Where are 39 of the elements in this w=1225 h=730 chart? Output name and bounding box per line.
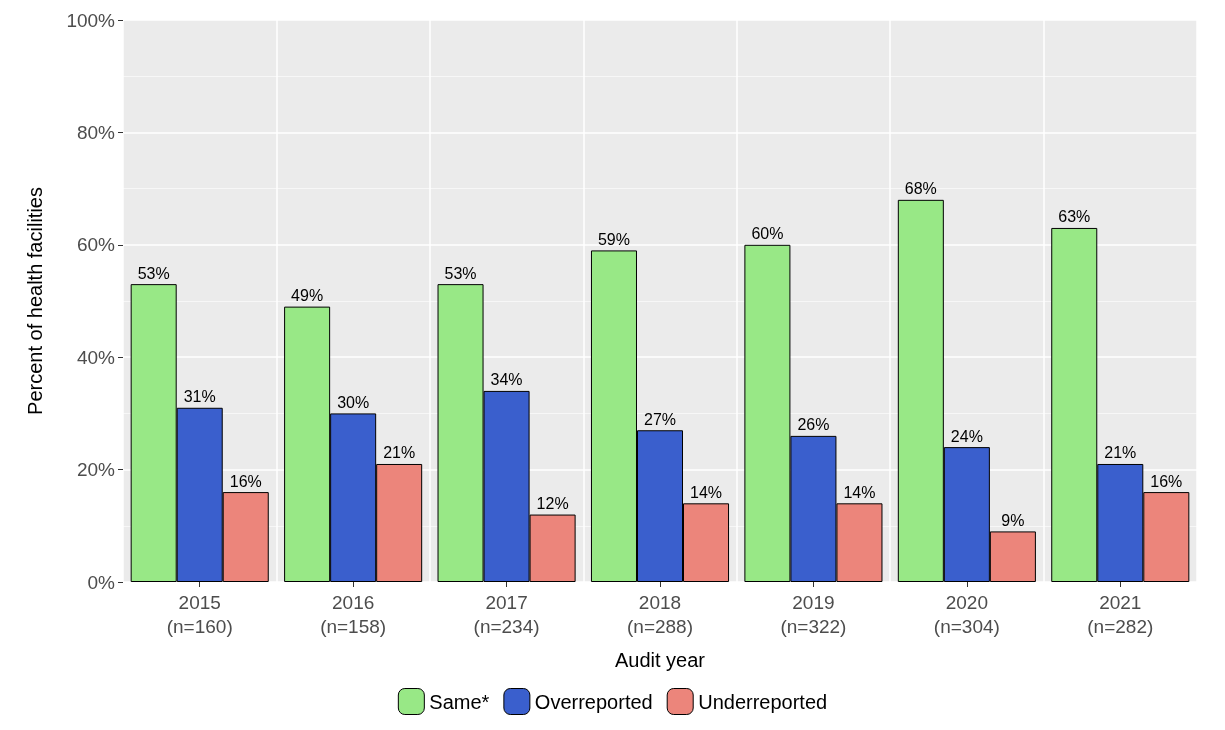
data-label: 14%	[690, 483, 723, 501]
data-label: 34%	[490, 371, 523, 389]
legend-label: Underreported	[698, 690, 828, 713]
x-tick-label: 2020 (n=304)	[933, 591, 1000, 637]
data-label: 31%	[183, 388, 216, 406]
data-label: 59%	[597, 230, 630, 248]
y-tick-label: 20%	[76, 459, 116, 481]
data-label: 63%	[1058, 208, 1091, 226]
data-label: 16%	[1150, 472, 1183, 490]
data-label: 49%	[291, 287, 324, 305]
x-tick-label: 2017 (n=234)	[473, 591, 540, 637]
y-tick-label: 100%	[66, 9, 116, 31]
y-tick-label: 0%	[87, 571, 116, 593]
data-label: 53%	[137, 264, 170, 282]
data-label: 14%	[843, 483, 876, 501]
data-label: 26%	[797, 416, 830, 434]
y-tick-label: 80%	[76, 121, 116, 143]
data-label: 60%	[751, 225, 784, 243]
y-tick-label: 40%	[76, 346, 116, 368]
x-tick-label: 2018 (n=288)	[626, 591, 694, 637]
x-tick-label: 2016 (n=158)	[320, 591, 387, 637]
data-label: 16%	[229, 472, 262, 490]
data-label: 68%	[904, 180, 937, 198]
data-label: 24%	[950, 427, 983, 445]
y-tick-label: 60%	[76, 234, 116, 256]
data-label: 21%	[383, 444, 416, 462]
y-axis-title: Percent of health facilities	[24, 187, 46, 415]
data-label: 30%	[337, 393, 370, 411]
x-tick-label: 2019 (n=322)	[780, 591, 847, 637]
data-label: 27%	[643, 410, 677, 428]
x-axis-title: Audit year	[614, 649, 706, 671]
data-label: 21%	[1104, 444, 1137, 462]
x-tick-label: 2021 (n=282)	[1087, 591, 1154, 637]
data-label: 53%	[444, 264, 477, 282]
legend-label: Same*	[429, 690, 490, 713]
data-label: 9%	[1001, 511, 1025, 529]
data-label: 12%	[536, 495, 569, 513]
x-tick-label: 2015 (n=160)	[166, 591, 233, 637]
legend-label: Overreported	[534, 690, 653, 713]
